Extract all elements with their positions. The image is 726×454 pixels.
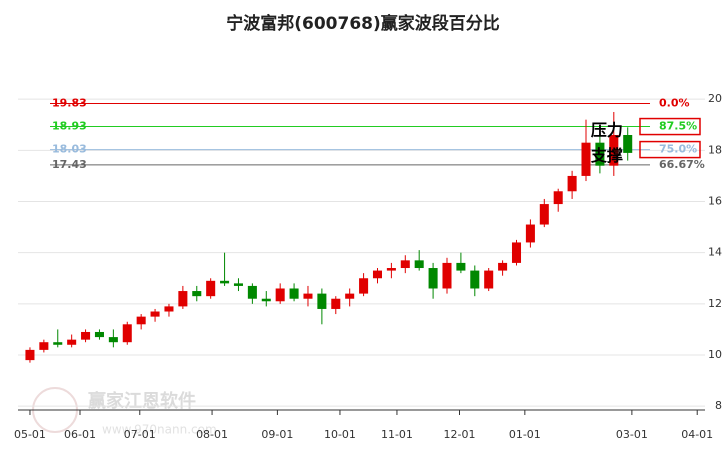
candle-body <box>275 288 285 302</box>
candle-body <box>359 278 369 294</box>
x-tick-label: 04-01 <box>681 428 713 441</box>
candle-body <box>484 270 494 289</box>
chart-title: 宁波富邦(600768)赢家波段百分比 <box>226 13 500 34</box>
candle-body <box>331 298 341 309</box>
candle-body <box>164 306 174 312</box>
candle-body <box>289 288 299 299</box>
candle-body <box>511 242 522 263</box>
candle-body <box>414 260 424 269</box>
y-tick-label: 8 <box>715 399 722 412</box>
x-tick-label: 12-01 <box>444 428 476 441</box>
candle-body <box>122 324 132 343</box>
candle-body <box>81 331 91 340</box>
candle-body <box>25 349 35 361</box>
x-tick-label: 07-01 <box>124 428 156 441</box>
x-tick-label: 03-01 <box>616 428 648 441</box>
candle-body <box>261 298 271 302</box>
level-box <box>639 140 701 159</box>
x-tick-label: 01-01 <box>509 428 541 441</box>
level-value-label: 19.83 <box>52 97 87 110</box>
x-tick-label: 09-01 <box>261 428 293 441</box>
level-pct-label: 87.5% <box>659 120 697 133</box>
candle-body <box>400 260 410 269</box>
candle-body <box>206 280 216 297</box>
candle-body <box>428 268 438 289</box>
candle-body <box>150 311 160 317</box>
level-value-label: 17.43 <box>52 158 87 171</box>
candle-body <box>372 270 383 279</box>
annotation: 支撑 <box>590 146 623 165</box>
level-value-label: 18.93 <box>52 120 87 133</box>
candle-body <box>525 224 535 243</box>
y-tick-label: 10 <box>708 348 722 361</box>
level-value-label: 18.03 <box>52 143 87 156</box>
watermark-text: 赢家江恩软件 <box>88 390 196 412</box>
x-tick-label: 05-01 <box>14 428 46 441</box>
candle-body <box>539 204 549 225</box>
y-tick-label: 18 <box>708 143 722 156</box>
candle-body <box>442 262 452 289</box>
x-tick-label: 06-01 <box>64 428 96 441</box>
candle-body <box>456 262 466 271</box>
annotation: 压力 <box>591 121 623 140</box>
candle-body <box>567 175 577 192</box>
y-tick-label: 12 <box>708 297 722 310</box>
x-tick-label: 10-01 <box>324 428 356 441</box>
candle-body <box>233 283 243 286</box>
candle-body <box>39 342 49 350</box>
candle-body <box>136 316 146 325</box>
level-pct-label: 0.0% <box>659 97 690 110</box>
level-pct-label: 66.67% <box>659 158 705 171</box>
y-tick-label: 16 <box>708 195 722 208</box>
candle-body <box>303 293 313 299</box>
candle-body <box>247 285 257 299</box>
candle-body <box>192 291 202 297</box>
candle-body <box>553 191 563 205</box>
candle-body <box>470 270 480 289</box>
candle-body <box>345 293 355 299</box>
y-tick-label: 20 <box>708 92 722 105</box>
candle-body <box>581 142 591 176</box>
candle-body <box>595 142 605 166</box>
candle-body <box>317 293 327 309</box>
x-tick-label: 11-01 <box>381 428 413 441</box>
y-tick-label: 14 <box>708 246 722 259</box>
candle-body <box>220 280 230 284</box>
candle-body <box>498 262 508 271</box>
level-pct-label: 75.0% <box>659 143 697 156</box>
candle-body <box>386 268 396 271</box>
candle-body <box>67 339 77 345</box>
watermark-url: www.970nann.com <box>102 423 217 437</box>
candle-body <box>609 135 619 166</box>
candle-body <box>178 291 188 307</box>
candle-body <box>623 135 633 153</box>
candle-body <box>53 342 63 345</box>
candle-body <box>94 331 104 338</box>
x-tick-label: 08-01 <box>196 428 228 441</box>
candle-body <box>108 337 118 343</box>
level-box <box>639 117 701 136</box>
